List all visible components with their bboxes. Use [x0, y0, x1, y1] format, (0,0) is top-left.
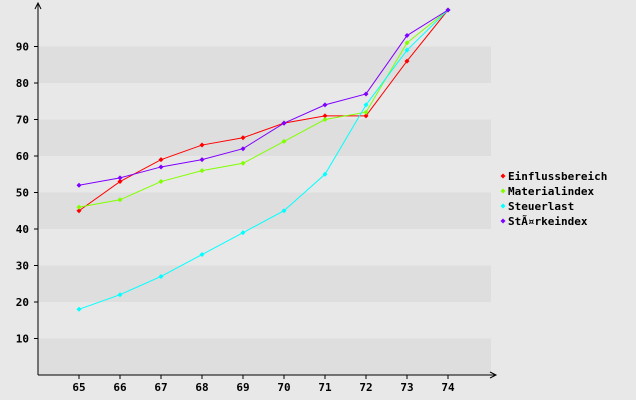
x-tick-label: 66: [113, 381, 127, 394]
legend-item: StÃ¤rkeindex: [500, 215, 588, 228]
data-point: [322, 171, 328, 177]
legend-item: Materialindex: [500, 185, 594, 198]
data-point: [117, 197, 123, 203]
data-point: [117, 292, 123, 298]
data-point: [117, 179, 123, 185]
data-point: [240, 160, 246, 166]
series-st-rkeindex: [76, 7, 451, 188]
legend-label: Steuerlast: [508, 200, 574, 213]
axes: [34, 1, 498, 379]
y-tick-label: 30: [16, 260, 29, 273]
x-tick-label: 70: [277, 381, 290, 394]
data-point: [281, 138, 287, 144]
data-point: [76, 204, 82, 210]
data-point: [363, 109, 369, 115]
series-steuerlast: [76, 7, 451, 312]
legend-label: StÃ¤rkeindex: [508, 215, 588, 228]
grid-bands: [38, 10, 491, 375]
legend-marker: [500, 203, 506, 209]
x-tick-label: 72: [359, 381, 372, 394]
data-point: [76, 208, 82, 214]
grid-band: [38, 192, 491, 229]
legend-item: Steuerlast: [500, 200, 574, 213]
data-point: [240, 146, 246, 152]
legend-item: Einflussbereich: [500, 170, 607, 183]
data-point: [281, 120, 287, 126]
data-point: [199, 252, 205, 258]
data-point: [404, 40, 410, 46]
legend-marker: [500, 218, 506, 224]
x-axis-arrow: [489, 371, 498, 379]
series-group: [76, 7, 451, 312]
y-tick-label: 60: [16, 150, 29, 163]
data-point: [322, 117, 328, 122]
data-point: [199, 168, 205, 174]
data-point: [445, 7, 451, 13]
data-point: [158, 179, 164, 185]
y-tick-label: 50: [16, 187, 29, 200]
x-tick-label: 68: [195, 381, 208, 394]
x-tick-label: 74: [441, 381, 455, 394]
data-point: [158, 157, 164, 163]
legend: Einflussbereich Materialindex Steuerlast St…: [500, 170, 607, 228]
legend-marker: [500, 173, 506, 179]
x-axis-ticks: 65 66 67 68 69 70 71 72 73 74: [72, 375, 455, 394]
data-point: [322, 113, 328, 119]
data-point: [404, 47, 410, 53]
y-tick-label: 20: [16, 296, 29, 309]
series-line: [78, 9, 449, 186]
grid-band: [38, 10, 491, 47]
y-tick-label: 80: [16, 77, 29, 90]
x-tick-label: 65: [72, 381, 85, 394]
series-einflussbereich: [76, 7, 451, 214]
y-tick-label: 40: [16, 223, 29, 236]
grid-band: [38, 156, 491, 193]
y-tick-label: 90: [16, 41, 29, 54]
x-tick-label: 73: [400, 381, 413, 394]
x-tick-label: 71: [318, 381, 332, 394]
data-point: [158, 273, 164, 279]
legend-label: Materialindex: [508, 185, 594, 198]
x-tick-label: 67: [154, 381, 167, 394]
legend-marker: [500, 188, 506, 194]
legend-label: Einflussbereich: [508, 170, 607, 183]
data-point: [363, 113, 369, 119]
data-point: [240, 135, 246, 141]
data-point: [363, 102, 369, 108]
data-point: [117, 175, 123, 181]
grid-band: [38, 338, 491, 375]
grid-band: [38, 83, 491, 120]
data-point: [76, 182, 82, 188]
grid-band: [38, 265, 491, 302]
y-axis-arrow: [34, 1, 42, 10]
x-tick-label: 69: [236, 381, 249, 394]
data-point: [404, 58, 410, 64]
y-axis-ticks: 10 20 30 40 50 60 70 80 90: [16, 41, 38, 346]
grid-band: [38, 46, 491, 83]
data-point: [404, 33, 410, 39]
data-point: [281, 208, 287, 214]
data-point: [158, 164, 164, 170]
grid-band: [38, 119, 491, 156]
data-point: [240, 230, 246, 236]
series-line: [78, 9, 449, 310]
data-point: [363, 91, 369, 97]
data-point: [199, 142, 205, 148]
y-tick-label: 10: [16, 333, 29, 346]
grid-band: [38, 302, 491, 339]
y-tick-label: 70: [16, 114, 29, 127]
data-point: [199, 157, 205, 163]
series-line: [78, 9, 449, 212]
data-point: [322, 102, 328, 108]
data-point: [76, 306, 82, 312]
grid-band: [38, 229, 491, 266]
